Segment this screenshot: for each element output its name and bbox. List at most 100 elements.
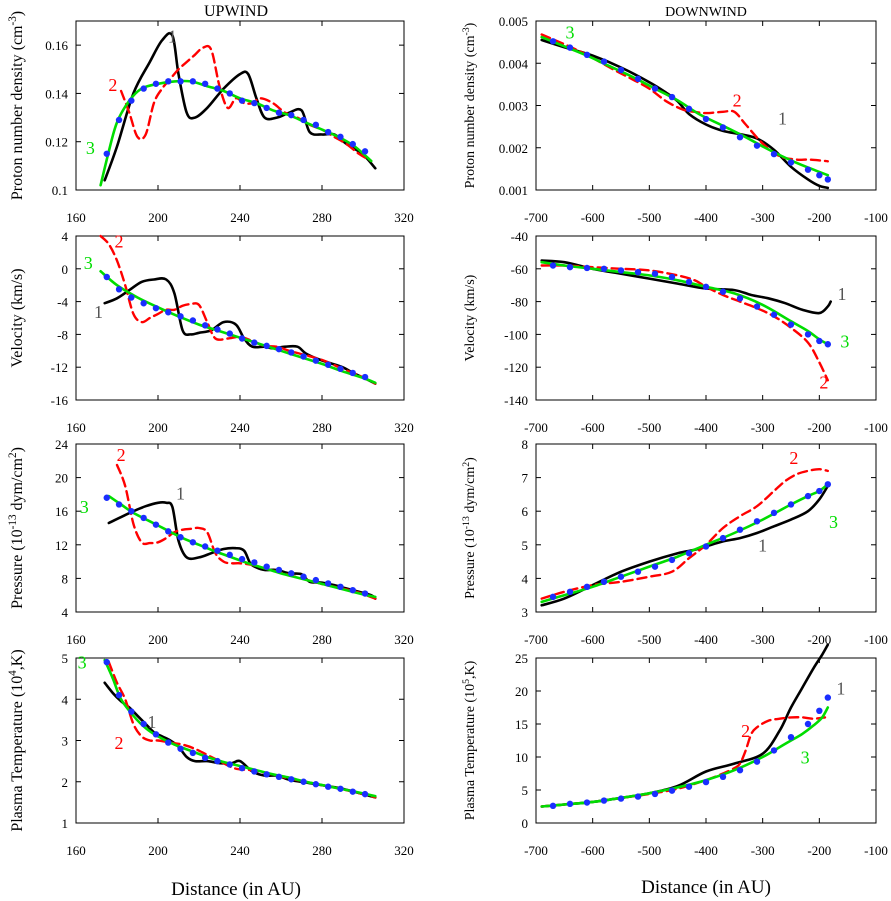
data-point (275, 109, 283, 116)
data-point (165, 528, 172, 535)
x-tick-label: -700 (524, 210, 548, 225)
data-point (753, 518, 761, 525)
x-tick-label: 280 (312, 843, 332, 858)
data-point (668, 93, 676, 101)
data-point (583, 799, 591, 806)
x-tick-label: 320 (394, 843, 414, 858)
y-tick-label: 8 (522, 437, 529, 452)
upwind-title: UPWIND (204, 3, 268, 20)
data-point (300, 573, 307, 580)
data-point (549, 38, 557, 45)
data-point (668, 556, 676, 564)
data-point (824, 694, 832, 701)
data-point (816, 337, 823, 345)
y-tick-label: -100 (504, 327, 528, 342)
y-tick-label: -60 (511, 262, 528, 277)
x-tick-label: -700 (524, 632, 548, 647)
y-tick-label: 0.16 (45, 38, 68, 53)
data-point (324, 361, 332, 368)
data-point (804, 720, 812, 728)
data-point (361, 790, 369, 798)
data-point (361, 373, 369, 381)
data-point (617, 573, 625, 580)
data-point (177, 745, 184, 752)
x-tick-label: 280 (312, 632, 332, 647)
data-point (115, 501, 123, 508)
curve-label-1: 1 (176, 483, 185, 503)
y-tick-label: -80 (511, 295, 528, 310)
y-tick-label: 4 (62, 692, 69, 707)
y-tick-label: 0.002 (499, 141, 528, 156)
curve-label-2: 2 (115, 231, 124, 251)
data-point (140, 720, 147, 728)
y-tick-label: 20 (55, 471, 68, 486)
data-point (770, 747, 778, 754)
curve-label-1: 1 (758, 536, 767, 556)
data-point (288, 570, 295, 577)
data-point (361, 590, 369, 597)
data-point (263, 342, 270, 350)
data-point (770, 150, 778, 158)
y-axis-title: Pressure (10-13 dym/cm2) (461, 457, 479, 599)
panel-up-density: 160 200 240 280 320 0.1 0.12 0.14 0.16 Proton num… (7, 11, 414, 225)
y-tick-label: 0.12 (45, 135, 68, 150)
curve-label-3: 3 (80, 497, 89, 517)
y-tick-label: 10 (515, 750, 528, 765)
x-tick-label: -100 (864, 420, 888, 435)
data-point (685, 550, 693, 557)
data-point (736, 295, 744, 302)
data-point (214, 326, 221, 333)
data-point (816, 172, 823, 179)
data-point (753, 142, 761, 149)
plot-frame (535, 20, 877, 191)
data-point (275, 773, 283, 780)
data-point (312, 576, 320, 584)
data-point (787, 321, 795, 328)
x-tick-label: 240 (230, 843, 250, 858)
panel-up-velocity: 160 200 240 280 320 -16 -12 -8 -4 0 4 Velocity (km/… (9, 229, 414, 435)
data-point (140, 85, 147, 92)
data-point (214, 547, 221, 554)
y-tick-label: -4 (57, 295, 68, 310)
data-point (804, 331, 812, 338)
y-tick-label: 5 (522, 538, 529, 553)
series-line-1 (540, 38, 830, 190)
data-point (300, 353, 307, 360)
y-tick-label: 8 (62, 571, 69, 586)
y-tick-label: 0.14 (45, 86, 68, 101)
data-point (337, 785, 344, 792)
data-point (189, 78, 197, 85)
x-tick-label: 240 (230, 632, 250, 647)
plot-frame (535, 657, 877, 824)
x-tick-label: 200 (148, 843, 168, 858)
data-point (736, 767, 744, 774)
data-point (165, 739, 172, 746)
y-tick-label: 15 (515, 717, 528, 732)
series-line-1 (103, 31, 377, 182)
data-point (238, 555, 246, 563)
y-tick-label: 0.001 (499, 183, 528, 198)
curve-label-1: 1 (94, 302, 103, 322)
data-point (275, 345, 283, 353)
data-point (651, 85, 659, 92)
data-point (349, 140, 356, 148)
data-point (201, 322, 209, 329)
data-point (128, 97, 135, 104)
data-point (115, 286, 123, 293)
x-tick-label: -300 (751, 420, 775, 435)
y-tick-label: 4 (62, 229, 69, 244)
curve-label-2: 2 (789, 448, 798, 468)
data-point (337, 133, 344, 141)
data-point (263, 771, 270, 778)
data-point (238, 97, 246, 104)
data-point (103, 273, 110, 281)
y-tick-label: 1 (62, 816, 69, 831)
data-point (226, 761, 233, 768)
y-tick-label: 4 (62, 605, 69, 620)
curve-label-3: 3 (86, 138, 95, 158)
y-axis-title: Pressure (10-13 dym/cm2) (7, 447, 26, 609)
panel-down-velocity: -700 -600 -500 -400 -300 -200 -100 -140 -120 -100… (463, 229, 888, 435)
data-point (300, 116, 307, 124)
data-point (324, 128, 332, 136)
